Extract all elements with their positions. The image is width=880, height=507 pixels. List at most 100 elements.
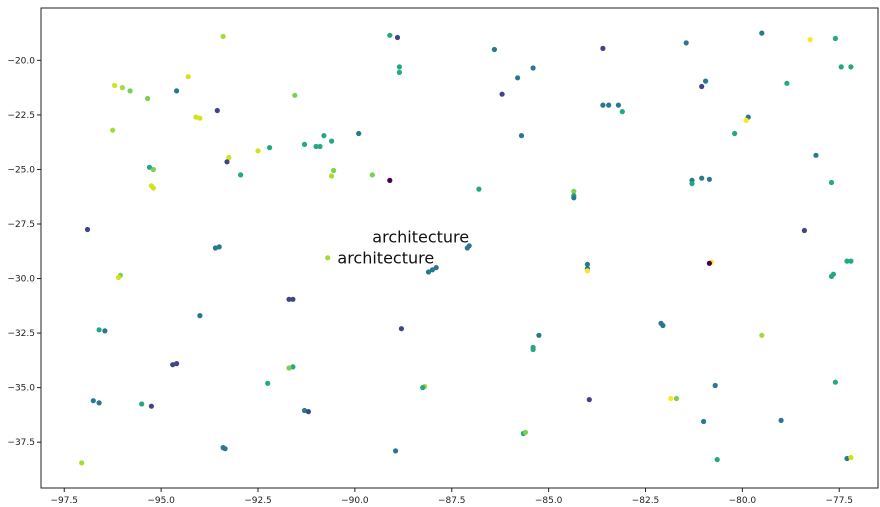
y-tick-label: −27.5 xyxy=(7,220,35,230)
data-point xyxy=(522,429,529,435)
data-point xyxy=(807,37,813,43)
data-point xyxy=(429,267,435,273)
data-point xyxy=(571,195,577,201)
data-point xyxy=(115,274,122,281)
data-point xyxy=(174,361,180,367)
x-axis: −97.5 −95.0 −92.5 −90.0 −87.5 −85.0 −82.5 −80.0… xyxy=(50,488,853,506)
data-point xyxy=(356,130,362,137)
data-points xyxy=(79,30,854,466)
data-point xyxy=(848,454,854,461)
data-point xyxy=(844,455,850,462)
data-point xyxy=(387,177,393,183)
data-point xyxy=(387,32,393,38)
data-point xyxy=(848,64,854,70)
data-point xyxy=(699,175,705,181)
data-point xyxy=(290,296,296,302)
annotation-label: architecture xyxy=(337,248,434,267)
data-point xyxy=(148,403,154,409)
data-point xyxy=(286,365,292,371)
y-tick-label: −32.5 xyxy=(7,329,35,339)
plot-frame xyxy=(40,7,879,489)
y-tick-label: −20.0 xyxy=(7,56,35,66)
data-point xyxy=(369,172,375,178)
data-point xyxy=(292,92,298,98)
y-axis: −20.0 −22.5 −25.0 −27.5 −30.0 −32.5 −35.0 −37.5 xyxy=(7,56,41,448)
data-point xyxy=(331,167,337,174)
data-point xyxy=(301,141,308,147)
data-point xyxy=(255,148,261,154)
data-point xyxy=(394,34,401,41)
data-point xyxy=(600,45,606,52)
data-point xyxy=(759,30,765,36)
x-tick-label: −82.5 xyxy=(632,496,660,506)
data-point xyxy=(433,265,439,271)
data-point xyxy=(832,35,839,42)
data-point xyxy=(267,145,273,151)
data-point xyxy=(838,64,844,70)
data-point xyxy=(197,115,203,121)
x-tick-label: −90.0 xyxy=(341,496,369,506)
data-point xyxy=(584,261,591,267)
data-point xyxy=(396,69,402,75)
x-tick-label: −77.5 xyxy=(825,496,853,506)
data-point xyxy=(96,327,102,333)
data-point xyxy=(238,172,244,178)
data-point xyxy=(743,117,749,123)
data-point xyxy=(112,82,118,89)
data-point xyxy=(600,102,606,108)
data-point xyxy=(329,138,335,144)
data-point xyxy=(119,85,125,91)
y-tick-label: −37.5 xyxy=(7,438,35,448)
y-tick-label: −25.0 xyxy=(7,165,35,175)
data-point xyxy=(706,260,713,266)
data-point xyxy=(571,188,577,194)
data-point xyxy=(784,80,790,86)
data-point xyxy=(329,173,335,179)
x-tick-label: −80.0 xyxy=(729,496,757,506)
data-point xyxy=(606,102,612,108)
data-point xyxy=(813,152,819,158)
data-point xyxy=(79,460,85,466)
y-tick-label: −35.0 xyxy=(7,384,35,394)
data-point xyxy=(286,296,292,302)
data-point xyxy=(530,65,536,71)
data-point xyxy=(214,107,220,114)
x-tick-label: −95.0 xyxy=(147,496,175,506)
data-point xyxy=(518,133,525,139)
data-point xyxy=(828,179,835,186)
data-point xyxy=(732,130,738,137)
data-point xyxy=(706,176,713,182)
data-point xyxy=(759,332,765,338)
data-point xyxy=(325,255,331,261)
data-point xyxy=(703,78,709,84)
data-point xyxy=(619,109,625,115)
data-point xyxy=(226,154,232,161)
data-point xyxy=(224,159,230,165)
data-point xyxy=(615,102,622,108)
data-point xyxy=(714,457,720,463)
data-point xyxy=(174,88,180,94)
data-point xyxy=(660,322,666,329)
data-point xyxy=(689,181,695,187)
x-tick-label: −92.5 xyxy=(244,496,272,506)
data-point xyxy=(96,400,102,406)
data-point xyxy=(515,75,521,81)
data-point xyxy=(84,226,91,233)
data-point xyxy=(313,143,319,150)
data-point xyxy=(150,185,156,191)
data-point xyxy=(673,395,680,402)
data-point xyxy=(146,164,153,170)
data-point xyxy=(145,95,151,102)
data-point xyxy=(193,114,199,120)
data-point xyxy=(425,269,432,275)
x-tick-label: −87.5 xyxy=(438,496,466,506)
data-point xyxy=(832,379,839,385)
data-point xyxy=(536,332,542,338)
data-point xyxy=(586,397,592,403)
data-point xyxy=(530,346,536,353)
data-point xyxy=(828,273,835,279)
data-point xyxy=(398,326,404,332)
x-tick-label: −97.5 xyxy=(50,496,78,506)
data-point xyxy=(466,243,472,249)
